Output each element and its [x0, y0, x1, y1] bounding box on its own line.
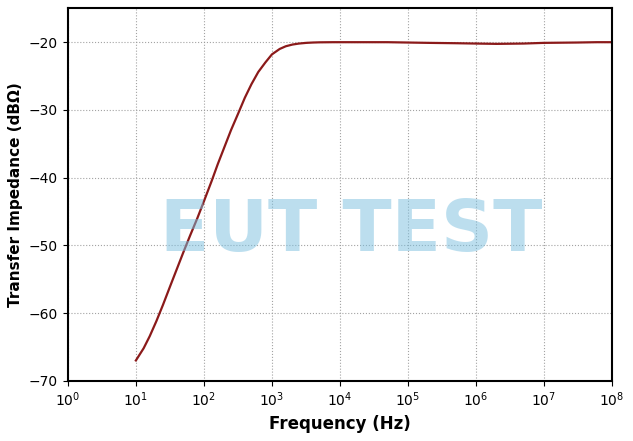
X-axis label: Frequency (Hz): Frequency (Hz) [269, 415, 411, 433]
Y-axis label: Transfer Impedance (dBΩ): Transfer Impedance (dBΩ) [8, 82, 23, 307]
Text: EUT TEST: EUT TEST [160, 197, 542, 266]
